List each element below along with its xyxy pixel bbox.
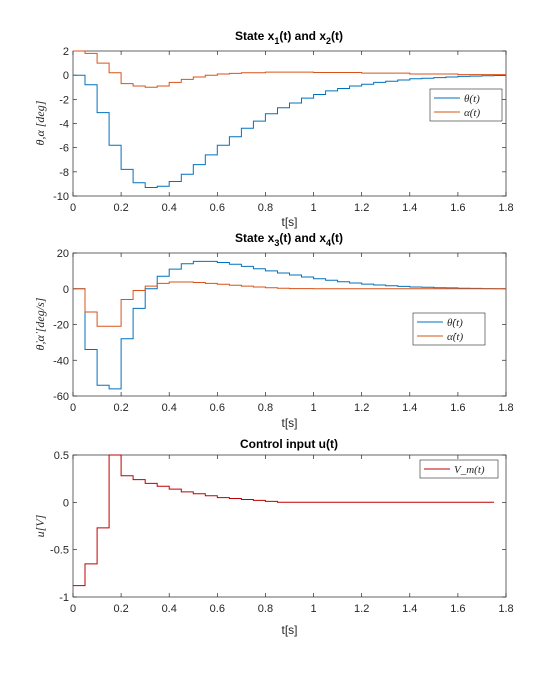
plots-layer: 0 0.2 0.4 0.6 0.8 1 1.2 1.4 1.6 1.820-2-4-6-8-10t… xyxy=(33,46,514,637)
x-tick-label: 0.4 xyxy=(162,603,177,615)
x-tick-label: 0.8 xyxy=(258,603,273,615)
legend-box xyxy=(412,312,486,346)
y-tick-label: 0 xyxy=(63,70,69,82)
legend-entry: θ̇(t) xyxy=(447,317,463,329)
x-tick-label: 0.2 xyxy=(113,603,128,615)
x-tick-label: 0.8 xyxy=(258,202,273,214)
x-tick-label: 0.4 xyxy=(162,402,177,414)
axes-box xyxy=(72,454,507,598)
x-tick-label: 1.4 xyxy=(402,603,417,615)
x-tick-label: 0.8 xyxy=(258,402,273,414)
y-tick-label: -40 xyxy=(53,355,69,367)
y-tick-label: -20 xyxy=(53,320,69,332)
y-tick-label: 0.5 xyxy=(54,450,69,462)
x-tick-label: 1.8 xyxy=(498,202,513,214)
x-tick-label: 1.2 xyxy=(354,202,369,214)
y-tick-label: -10 xyxy=(53,191,69,203)
x-tick-label: 1.2 xyxy=(354,402,369,414)
x-tick-label: 0.6 xyxy=(210,202,225,214)
series-line-2 xyxy=(73,50,507,88)
y-axis-label: u[V] xyxy=(33,514,47,537)
y-tick-label: 0 xyxy=(63,497,69,509)
legend-box xyxy=(429,88,503,122)
legend-entry: θ(t) xyxy=(464,93,480,105)
y-tick-label: -2 xyxy=(59,94,69,106)
y-tick-label: -0.5 xyxy=(50,545,69,557)
series-line-1 xyxy=(73,454,494,587)
chart-panel-3: 0 0.2 0.4 0.6 0.8 1 1.2 1.4 1.6 1.8 0.5 0 -0.5 -1 t[s]… xyxy=(33,450,514,637)
series-line-1 xyxy=(73,260,506,390)
y-axis-label: θ,α [deg] xyxy=(33,100,47,145)
x-tick-label: 1.4 xyxy=(402,202,417,214)
y-tick-label: -4 xyxy=(59,119,69,131)
legend: θ(t) α(t) xyxy=(429,88,503,122)
x-tick-label: 1.6 xyxy=(450,603,465,615)
series-line-2 xyxy=(73,281,506,327)
x-tick-label: 0.2 xyxy=(113,202,128,214)
x-tick-label: 1.6 xyxy=(450,402,465,414)
y-tick-label: -60 xyxy=(53,391,69,403)
x-tick-label: 1.6 xyxy=(450,202,465,214)
y-tick-label: 2 xyxy=(63,46,69,58)
panel2-title: State x3(t) and x4(t) xyxy=(235,231,343,248)
chart-panel-1: 0 0.2 0.4 0.6 0.8 1 1.2 1.4 1.6 1.8 2 0 -2 -4 -6 -8 -10 t… xyxy=(33,46,514,229)
series-line-1 xyxy=(73,74,506,188)
panel1-title: State x1(t) and x2(t) xyxy=(235,29,343,46)
x-tick-label: 1.2 xyxy=(354,603,369,615)
legend-entry: α̇(t) xyxy=(447,331,463,343)
x-tick-label: 0 xyxy=(70,202,76,214)
panel3-title: Control input u(t) xyxy=(240,437,338,451)
y-axis-label: θ̇,α̇ [deg/s] xyxy=(33,297,47,350)
legend: V_m(t) xyxy=(419,459,499,479)
y-tick-label: 0 xyxy=(63,284,69,296)
x-tick-label: 0 xyxy=(70,603,76,615)
x-tick-label: 0.6 xyxy=(210,402,225,414)
x-axis-label: t[s] xyxy=(281,623,297,637)
x-tick-label: 1 xyxy=(310,202,316,214)
x-tick-label: 0.4 xyxy=(162,202,177,214)
legend: θ̇(t) α̇(t) xyxy=(412,312,486,346)
axes-box xyxy=(72,50,507,197)
y-tick-label: -6 xyxy=(59,143,69,155)
y-tick-label: -1 xyxy=(59,592,69,604)
x-tick-label: 0.2 xyxy=(113,402,128,414)
y-tick-label: -8 xyxy=(59,167,69,179)
legend-entry: α(t) xyxy=(464,107,480,119)
y-tick-label: 20 xyxy=(57,248,69,260)
legend-box xyxy=(419,459,499,479)
legend-entry: V_m(t) xyxy=(454,464,485,476)
chart-panel-2: 0 0.2 0.4 0.6 0.8 1 1.2 1.4 1.6 1.8 20 0 -20 -40 -60 t[… xyxy=(33,248,514,430)
x-tick-label: 0 xyxy=(70,402,76,414)
x-tick-label: 1.4 xyxy=(402,402,417,414)
x-tick-label: 1 xyxy=(310,402,316,414)
x-tick-label: 1.8 xyxy=(498,603,513,615)
x-axis-label: t[s] xyxy=(281,215,297,229)
x-tick-label: 1 xyxy=(310,603,316,615)
x-tick-label: 1.8 xyxy=(498,402,513,414)
x-tick-label: 0.6 xyxy=(210,603,225,615)
x-axis-label: t[s] xyxy=(281,416,297,430)
